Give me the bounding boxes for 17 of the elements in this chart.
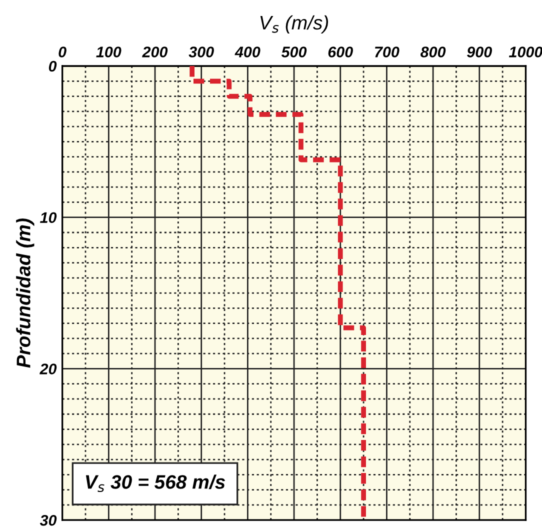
x-tick-label: 500	[281, 46, 307, 58]
y-tick-label: 20	[40, 364, 57, 374]
x-tick-label: 900	[467, 46, 492, 58]
x-axis-title: V$_{s}$ (m/s)	[260, 15, 328, 34]
x-tick-label: 700	[375, 46, 400, 58]
x-tick-label: 300	[188, 46, 214, 58]
y-tick-label: 30	[40, 514, 57, 526]
y-tick-label: 0	[48, 60, 57, 72]
x-tick-label: 0	[58, 46, 66, 58]
x-tick-label: 800	[420, 46, 446, 58]
x-tick-label: 600	[328, 46, 353, 58]
annotation: V$_{s}$ 30 = 568 m/s	[86, 474, 225, 492]
x-tick-label: 400	[234, 46, 260, 58]
x-tick-label: 100	[96, 46, 122, 58]
y-tick-label: 10	[40, 212, 57, 224]
x-tick-label: 200	[142, 46, 168, 58]
y-axis-title: Profundidad (m)	[16, 218, 34, 368]
